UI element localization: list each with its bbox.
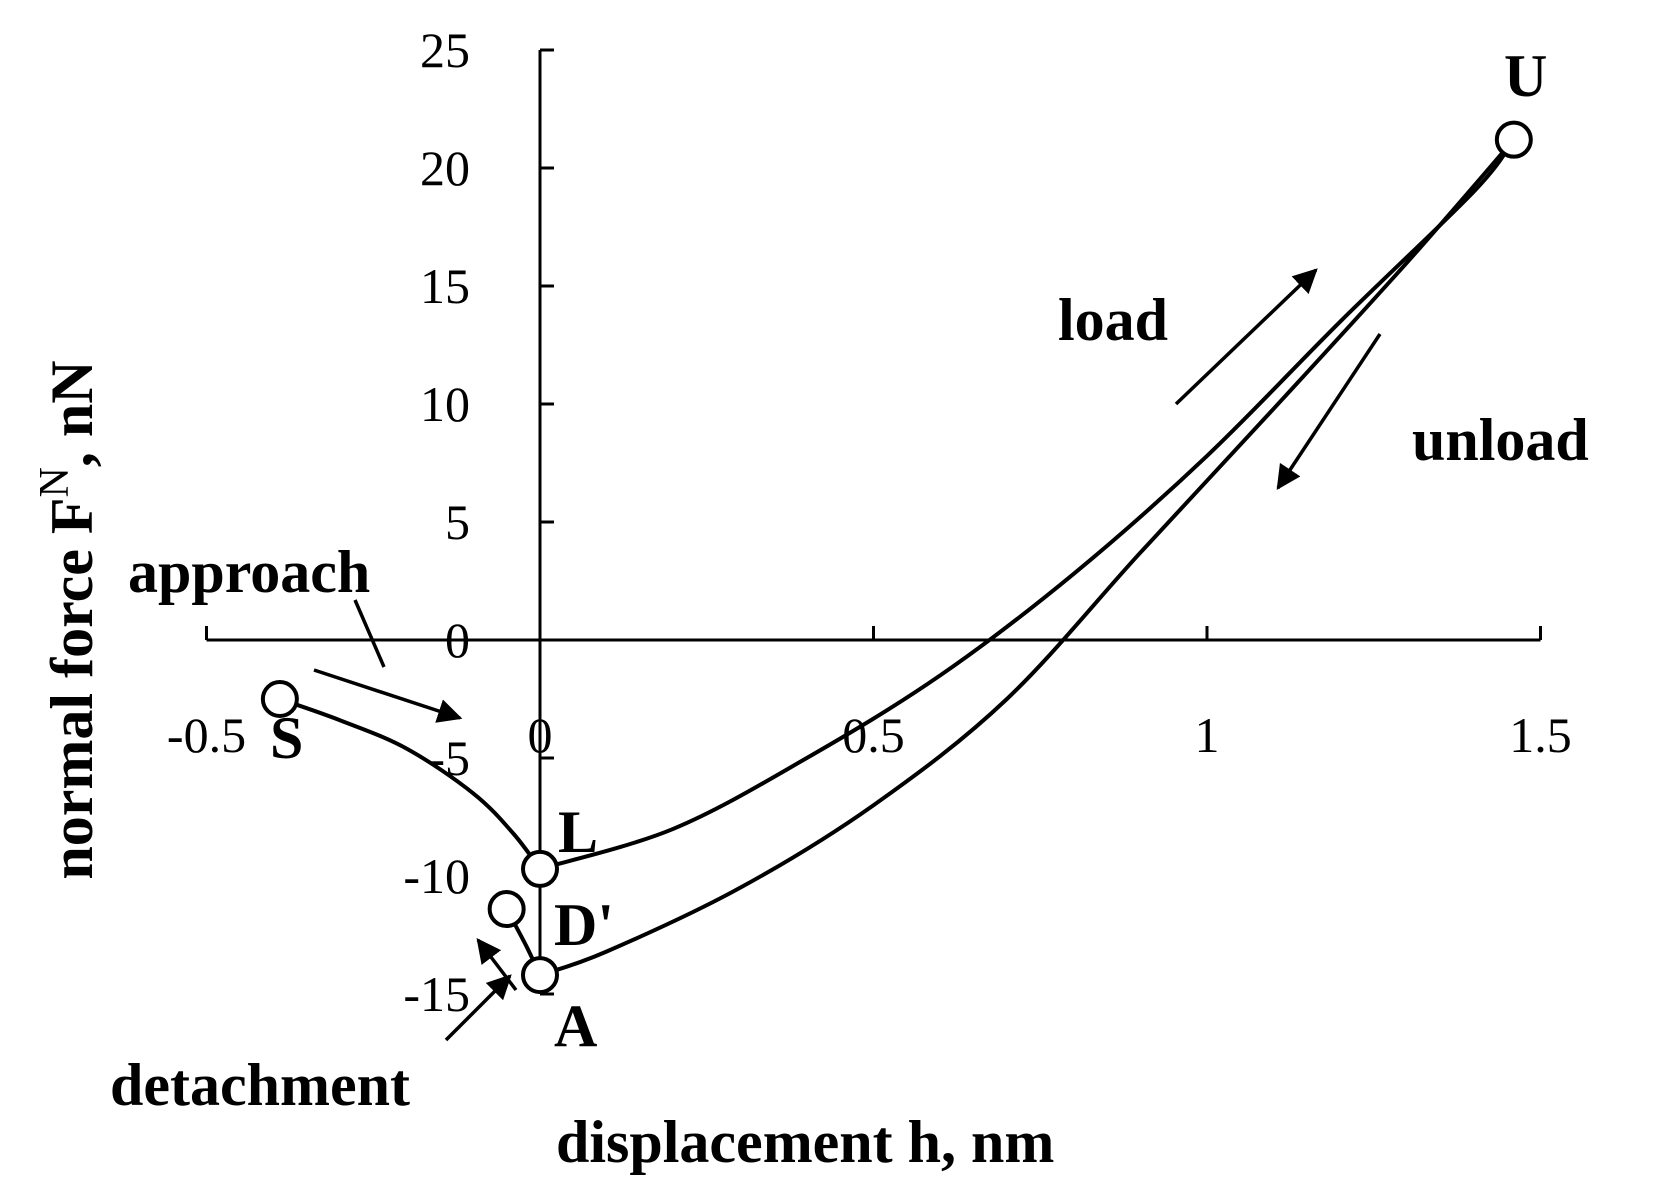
y-tick-label: 15 <box>420 258 470 314</box>
x-tick-label: 1 <box>1195 707 1220 763</box>
point-label-d-prime: D' <box>554 892 614 958</box>
x-tick-label: 1.5 <box>1509 707 1572 763</box>
y-axis-title-main: normal force F <box>39 497 105 879</box>
x-tick-label: 0 <box>528 707 553 763</box>
x-axis-title: displacement h, nm <box>556 1109 1054 1175</box>
point-label-u: U <box>1504 43 1547 109</box>
point-marker-s <box>260 680 299 718</box>
curve-segment-3 <box>539 138 1516 977</box>
point-marker-a <box>521 956 559 995</box>
x-tick-label: -0.5 <box>167 707 246 763</box>
y-tick-label: 5 <box>445 494 470 550</box>
annotation-unload: unload <box>1412 407 1589 473</box>
point-marker-d-prime <box>487 890 526 929</box>
curve-segment-1 <box>279 697 542 871</box>
annotation-load: load <box>1058 287 1168 353</box>
y-tick-label: 25 <box>420 22 470 78</box>
unload-arrow <box>1276 333 1382 491</box>
curve-segment-2 <box>539 138 1516 871</box>
y-tick-label: 10 <box>420 376 470 432</box>
point-marker-l <box>521 849 559 888</box>
y-tick-label: 0 <box>445 612 470 668</box>
annotation-detachment: detachment <box>110 1052 410 1118</box>
approach-leader-line <box>353 599 386 668</box>
x-tick-label: 0.5 <box>842 707 905 763</box>
point-label-a: A <box>554 993 597 1059</box>
load-arrow <box>1174 268 1318 406</box>
point-label-s: S <box>270 705 303 771</box>
approach-arrow <box>313 668 463 723</box>
point-label-l: L <box>558 799 598 865</box>
y-tick-label: -10 <box>403 848 470 904</box>
detachment-arrow-d <box>476 938 518 992</box>
y-axis-title-unit: , nN <box>39 360 105 467</box>
y-axis-title: normal force FN, nN <box>32 360 105 879</box>
y-tick-label: -15 <box>403 966 470 1022</box>
detachment-arrow-a <box>444 974 512 1042</box>
point-markers <box>260 120 1533 995</box>
y-tick-label: 20 <box>420 140 470 196</box>
point-marker-u <box>1494 120 1533 159</box>
annotation-approach: approach <box>128 539 370 605</box>
x-axis-ticks: -0.5 0 0.5 1 1.5 <box>167 626 1572 763</box>
y-axis-title-superscript: N <box>32 467 78 497</box>
